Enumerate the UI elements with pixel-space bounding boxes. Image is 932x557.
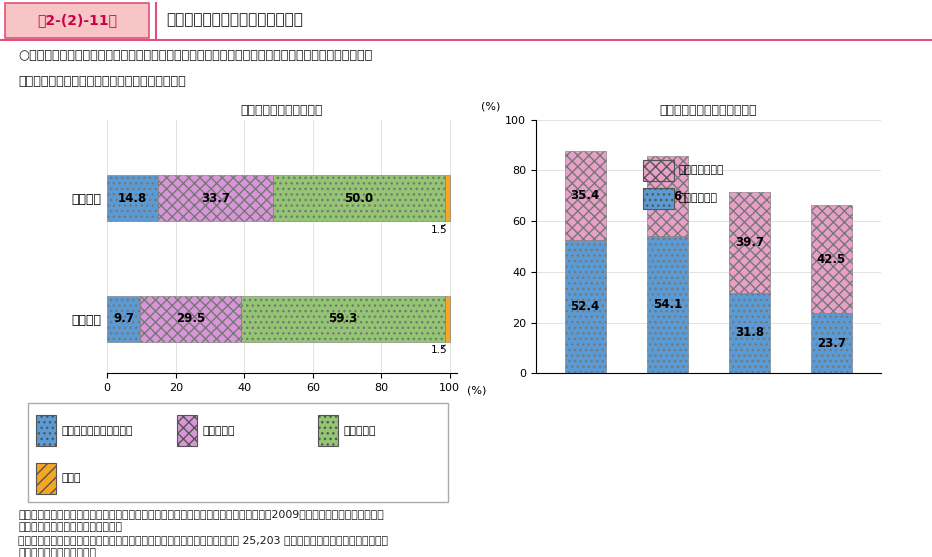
Text: (%): (%) [481, 101, 500, 111]
Text: 政策担当参事官室にて作成: 政策担当参事官室にて作成 [19, 522, 122, 532]
Text: 決定的な障害: 決定的な障害 [678, 193, 718, 203]
Text: 資料出所　東京大学大学経営・政策研究センター「大学教育についての職業人調査」（2009年）をもとに厘生労働省労働: 資料出所 東京大学大学経営・政策研究センター「大学教育についての職業人調査」（2… [19, 509, 384, 519]
Text: 35.4: 35.4 [570, 189, 600, 202]
Text: 関心はある: 関心はある [202, 426, 235, 436]
Bar [158, 175, 273, 221]
Text: 39.7: 39.7 [734, 236, 764, 249]
Bar [811, 313, 852, 373]
Text: 1.5: 1.5 [432, 224, 448, 234]
Text: 42.5: 42.5 [816, 253, 846, 266]
Text: 54.1: 54.1 [652, 298, 682, 311]
Text: 1.5: 1.5 [432, 345, 448, 355]
Text: 50.0: 50.0 [345, 192, 374, 205]
Bar [643, 188, 674, 209]
Text: (%): (%) [467, 385, 487, 395]
Text: 31.6: 31.6 [652, 189, 682, 203]
Text: ある程度の障害: ある程度の障害 [678, 165, 724, 175]
Bar [107, 296, 141, 342]
Bar [36, 463, 56, 494]
Text: 第2-(2)-11図: 第2-(2)-11図 [37, 13, 116, 27]
Text: 無回答: 無回答 [62, 473, 81, 483]
Bar [729, 292, 770, 373]
Bar [36, 416, 56, 446]
Bar [177, 416, 197, 446]
Bar [811, 206, 852, 313]
Text: 14.8: 14.8 [118, 192, 147, 205]
Bar [647, 156, 688, 236]
Bar [5, 3, 149, 38]
Bar [445, 296, 450, 342]
Text: 31.8: 31.8 [734, 326, 764, 339]
Text: 大学院進学に対する社会人の意識: 大学院進学に対する社会人の意識 [166, 13, 303, 27]
Bar [565, 151, 606, 241]
Bar [241, 296, 445, 342]
Text: 29.5: 29.5 [176, 312, 206, 325]
Text: 興味はない: 興味はない [343, 426, 376, 436]
Text: 9.7: 9.7 [114, 312, 134, 325]
Title: 修士・博士課程への関心: 修士・博士課程への関心 [240, 104, 323, 117]
Bar [647, 236, 688, 373]
Bar [445, 175, 450, 221]
Bar [273, 175, 445, 221]
Bar [643, 160, 674, 181]
Text: 23.7: 23.7 [817, 336, 846, 350]
Bar [318, 416, 337, 446]
Text: ○　社会人で修士・博士課程に関心ある者が約半数おり、長時間労働の是正など企業が「学び直し」の: ○ 社会人で修士・博士課程に関心ある者が約半数おり、長時間労働の是正など企業が「… [19, 50, 373, 62]
Text: 機会の環境整備を進めることが重要である。: 機会の環境整備を進めることが重要である。 [19, 75, 186, 89]
Text: （注）　調査結果の数値については、無作為に抜出した事業所の大学卒社員 25,203 人に対するアンケート結果を単純集: （注） 調査結果の数値については、無作為に抜出した事業所の大学卒社員 25,20… [19, 535, 389, 545]
Text: 33.7: 33.7 [201, 192, 230, 205]
Bar [729, 192, 770, 292]
Text: 計したものである。: 計したものである。 [19, 548, 96, 557]
Bar [107, 175, 158, 221]
Bar [141, 296, 241, 342]
Text: 59.3: 59.3 [328, 312, 358, 325]
Text: 52.4: 52.4 [570, 300, 600, 313]
Bar [565, 241, 606, 373]
Title: 大学院に入学するための障害: 大学院に入学するための障害 [660, 104, 757, 117]
Text: 機会があれば修学したい: 機会があれば修学したい [62, 426, 133, 436]
